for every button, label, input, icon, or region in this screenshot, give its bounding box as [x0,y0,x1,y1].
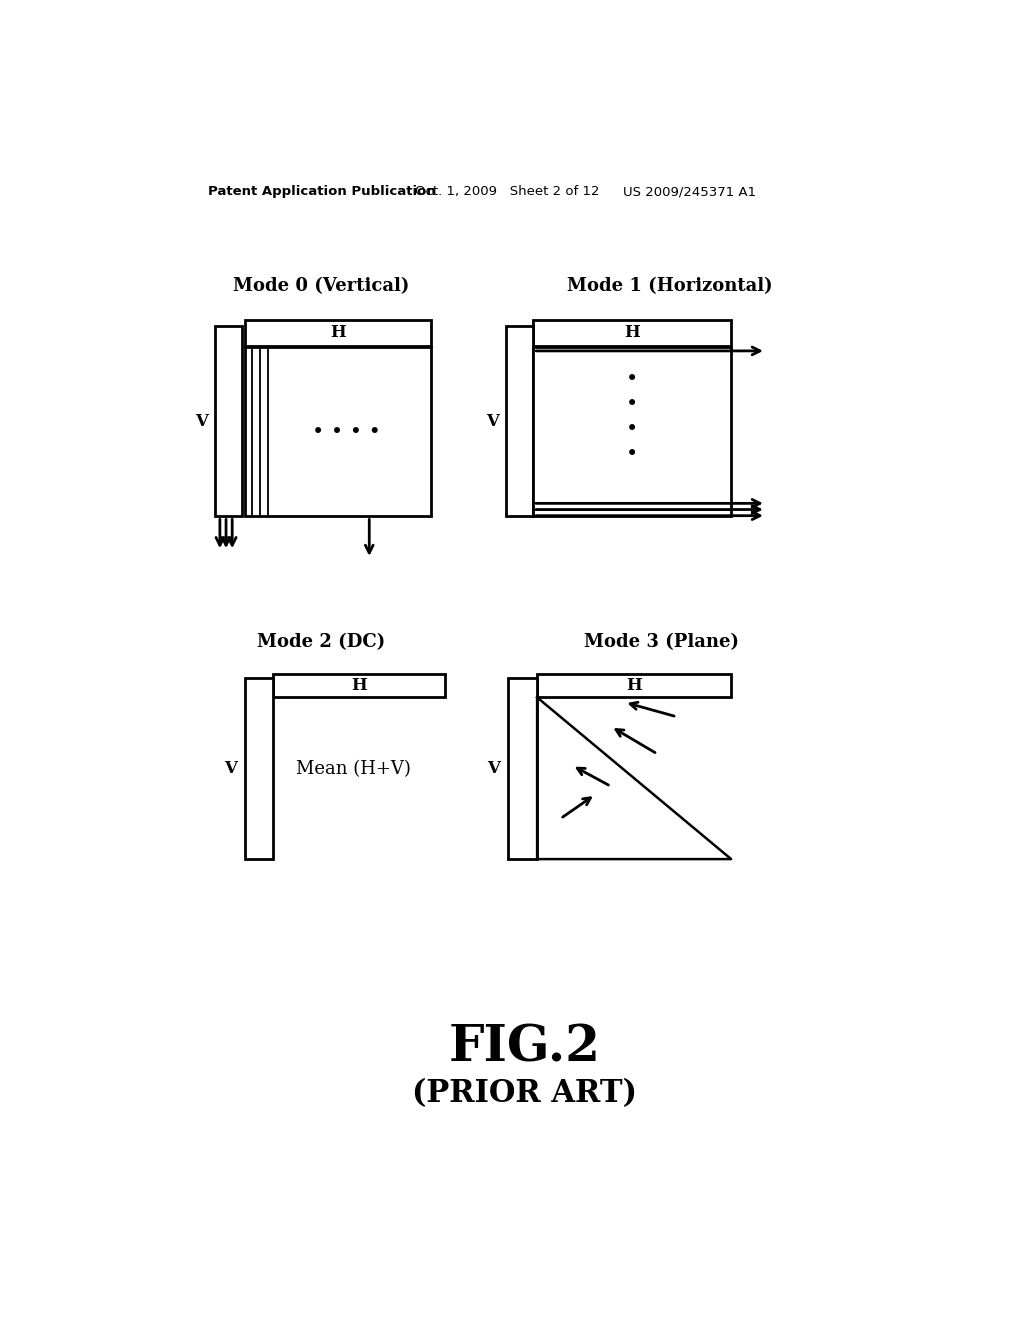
Bar [245,347,431,516]
Text: Oct. 1, 2009   Sheet 2 of 12: Oct. 1, 2009 Sheet 2 of 12 [416,185,600,198]
Text: H: H [351,677,367,694]
Text: FIG.2: FIG.2 [449,1023,601,1072]
Text: Mode 0 (Vertical): Mode 0 (Vertical) [233,277,410,296]
Bar [245,321,431,346]
Text: H: H [625,325,640,342]
Bar [538,675,731,697]
Bar [534,321,731,346]
Text: V: V [487,760,500,777]
Text: Mode 1 (Horizontal): Mode 1 (Horizontal) [566,277,772,296]
Text: Mean (H+V): Mean (H+V) [296,759,412,777]
Text: • • • •: • • • • [311,422,381,442]
Text: (PRIOR ART): (PRIOR ART) [413,1078,637,1109]
Bar [508,678,538,859]
Text: V: V [485,413,499,430]
Text: US 2009/245371 A1: US 2009/245371 A1 [624,185,757,198]
Text: •
•
•
•: • • • • [626,370,638,463]
Bar [245,678,273,859]
Text: V: V [224,760,237,777]
Bar [534,347,731,516]
Text: Mode 2 (DC): Mode 2 (DC) [257,634,386,651]
Bar [215,326,243,516]
Text: Patent Application Publication: Patent Application Publication [208,185,435,198]
Text: V: V [195,413,208,430]
Text: H: H [330,325,345,342]
Text: H: H [627,677,642,694]
Text: Mode 3 (Plane): Mode 3 (Plane) [585,634,739,651]
Bar [273,675,444,697]
Bar [506,326,534,516]
